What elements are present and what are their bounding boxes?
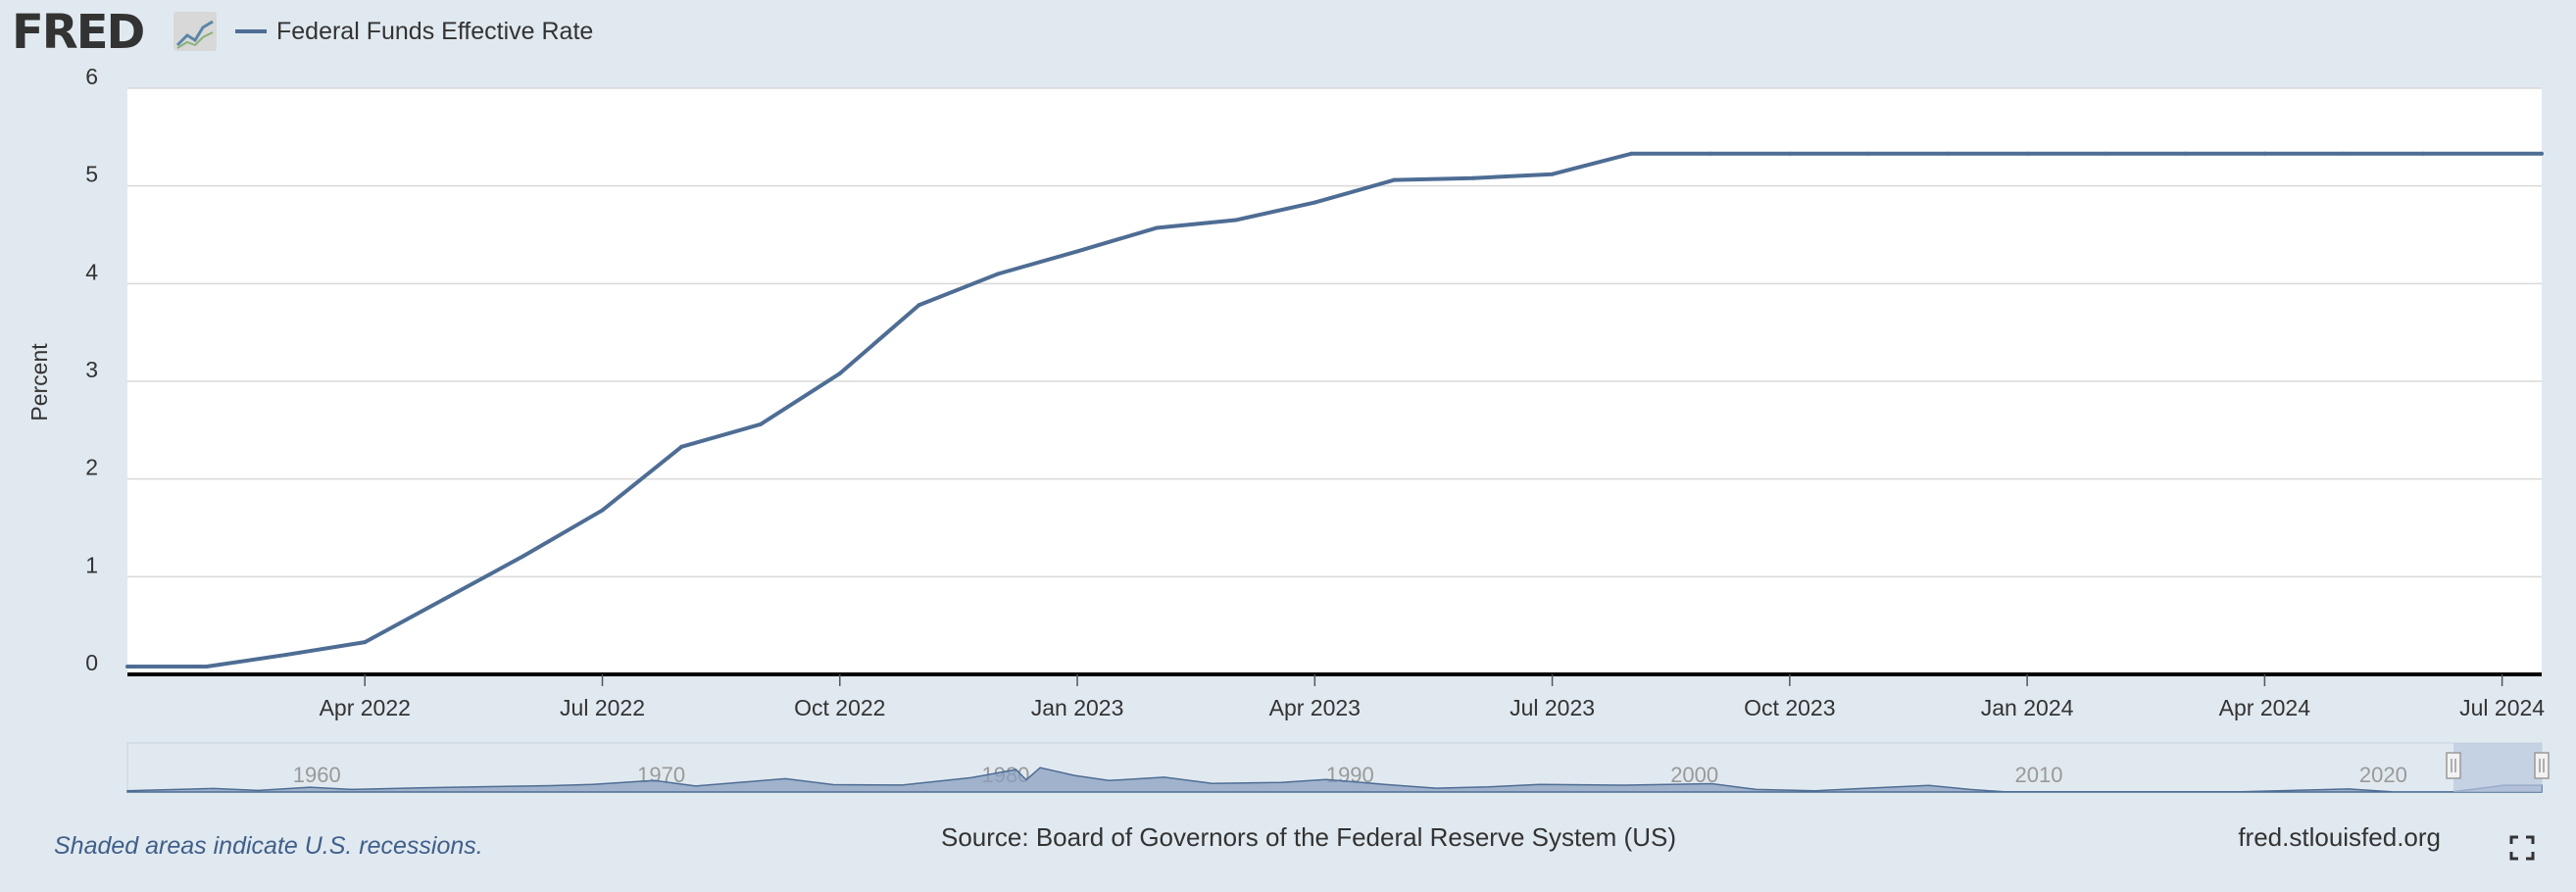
y-tick-label: 1: [85, 552, 98, 577]
navigator-label: 1960: [293, 763, 341, 787]
data-point[interactable]: [1629, 151, 1634, 156]
data-point[interactable]: [1075, 249, 1080, 254]
data-point[interactable]: [1709, 151, 1713, 156]
navigator-selected-window[interactable]: [2453, 743, 2542, 792]
data-point[interactable]: [204, 665, 209, 669]
navigator-history-area: [126, 767, 2543, 793]
data-point[interactable]: [1787, 151, 1792, 156]
data-point[interactable]: [2183, 151, 2188, 156]
navigator-left-handle[interactable]: [2446, 752, 2461, 779]
data-point[interactable]: [283, 653, 288, 658]
x-tick-label: Jul 2023: [1510, 695, 1595, 720]
data-point[interactable]: [1866, 151, 1871, 156]
navigator-label: 2010: [2015, 763, 2063, 787]
x-tick-label: Jan 2024: [1981, 695, 2074, 720]
source-note: Source: Board of Governors of the Federa…: [941, 822, 1676, 852]
data-point[interactable]: [1313, 200, 1317, 205]
navigator-label: 2020: [2359, 763, 2407, 787]
x-tick-label: Jul 2022: [560, 695, 645, 720]
x-axis: Apr 2022 Jul 2022 Oct 2022 Jan 2023 Apr 2023…: [320, 674, 2545, 720]
data-point[interactable]: [759, 421, 764, 426]
fullscreen-icon[interactable]: [2509, 835, 2535, 861]
x-tick-label: Oct 2022: [794, 695, 885, 720]
data-point[interactable]: [996, 272, 1001, 276]
x-tick-label: Jan 2023: [1031, 695, 1124, 720]
data-point[interactable]: [363, 640, 368, 645]
y-tick-label: 6: [85, 64, 98, 89]
x-tick-label: Apr 2022: [320, 695, 411, 720]
y-tick-label: 3: [85, 357, 98, 382]
y-tick-label: 0: [85, 650, 98, 675]
fred-logo[interactable]: FRED: [12, 5, 217, 60]
data-point[interactable]: [2342, 151, 2347, 156]
grid-lines: [127, 87, 2542, 578]
data-point[interactable]: [2262, 151, 2267, 156]
x-tick-label: Oct 2023: [1744, 695, 1835, 720]
y-tick-label: 5: [85, 162, 98, 187]
x-tick-label: Apr 2023: [1269, 695, 1361, 720]
legend-series-label[interactable]: Federal Funds Effective Rate: [276, 18, 593, 45]
data-point[interactable]: [442, 597, 447, 602]
navigator-right-handle[interactable]: [2534, 752, 2550, 779]
y-axis: 0 1 2 3 4 5 6: [85, 64, 98, 675]
x-tick-label: Jul 2024: [2459, 695, 2545, 720]
data-point[interactable]: [125, 665, 129, 669]
data-point[interactable]: [1154, 225, 1159, 230]
data-point[interactable]: [1233, 218, 1238, 223]
data-point[interactable]: [837, 372, 842, 376]
data-point[interactable]: [1392, 177, 1397, 182]
data-point[interactable]: [2420, 151, 2425, 156]
navigator[interactable]: 1960197019801990200020102020: [126, 742, 2550, 793]
y-tick-label: 4: [85, 259, 98, 284]
fred-logo-graph-icon: [173, 12, 217, 51]
y-axis-label: Percent: [26, 343, 52, 421]
data-point[interactable]: [1470, 175, 1475, 180]
data-point[interactable]: [2025, 151, 2030, 156]
x-tick-label: Apr 2024: [2219, 695, 2311, 720]
data-point[interactable]: [1946, 151, 1951, 156]
site-link[interactable]: fred.stlouisfed.org: [2238, 822, 2441, 852]
data-point[interactable]: [2104, 151, 2108, 156]
fred-logo-text: FRED: [12, 5, 144, 60]
recession-note: Shaded areas indicate U.S. recessions.: [54, 832, 483, 860]
y-tick-label: 2: [85, 455, 98, 480]
data-point[interactable]: [679, 444, 684, 449]
data-point[interactable]: [600, 508, 605, 513]
series-layer: [125, 151, 2544, 669]
data-point[interactable]: [520, 554, 525, 559]
data-point[interactable]: [916, 303, 921, 308]
data-point[interactable]: [2540, 151, 2544, 156]
data-point[interactable]: [1550, 172, 1555, 176]
